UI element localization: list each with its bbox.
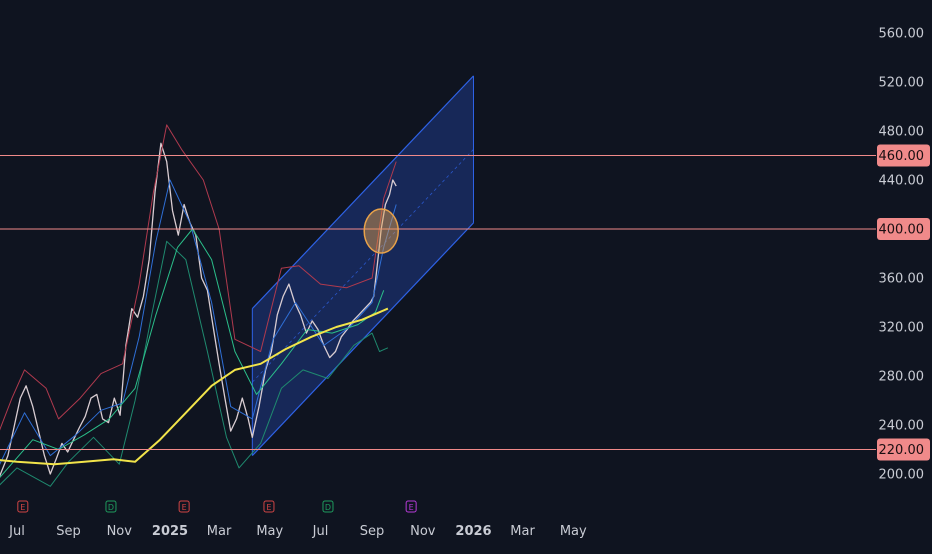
event-marker-box[interactable]: [322, 500, 334, 513]
event-marker[interactable]: E: [263, 500, 275, 513]
highlight-annotation[interactable]: [363, 208, 399, 254]
y-axis[interactable]: 200.00 240.00 280.00 320.00 360.00 400.00 440.…: [877, 27, 930, 483]
y-tick-label: 440.00: [879, 174, 925, 189]
channel-fill: [252, 75, 474, 456]
y-tick-label: 520.00: [879, 76, 925, 91]
level-badge-label: 400.00: [879, 223, 925, 238]
x-tick-label: May: [560, 524, 587, 539]
event-marker-letter: E: [266, 503, 271, 512]
event-marker[interactable]: E: [178, 500, 190, 513]
highlight-circle[interactable]: [363, 208, 399, 254]
event-marker-box[interactable]: [105, 500, 117, 513]
x-tick-label: Mar: [207, 524, 232, 539]
level-badge-label: 220.00: [879, 443, 925, 458]
series-ma-slow: [0, 307, 389, 466]
level-badge-label: 460.00: [879, 149, 925, 164]
event-marker-letter: E: [409, 503, 414, 512]
x-tick-label: 2026: [455, 524, 491, 539]
series-ma-medium: [0, 228, 385, 479]
x-tick-label: Jul: [8, 524, 25, 539]
x-tick-label: 2025: [152, 524, 188, 539]
x-tick-label: Jul: [312, 524, 329, 539]
level-badge[interactable]: [877, 144, 930, 167]
event-marker[interactable]: E: [405, 500, 417, 513]
x-tick-label: Sep: [360, 524, 385, 539]
y-tick-label: 240.00: [879, 419, 925, 434]
event-marker[interactable]: E: [17, 500, 29, 513]
x-tick-label: Mar: [510, 524, 535, 539]
series-close: [0, 142, 397, 477]
series-bollinger-lower: [0, 240, 389, 487]
event-marker-box[interactable]: [178, 500, 190, 513]
x-axis[interactable]: Jul Sep Nov 2025 Mar May Jul Sep Nov 2026 Mar May: [8, 524, 587, 539]
x-tick-label: Sep: [56, 524, 81, 539]
event-marker-letter: D: [108, 503, 114, 512]
indicator-series: [0, 124, 397, 487]
x-tick-label: Nov: [410, 524, 436, 539]
series-bollinger-upper: [0, 124, 397, 431]
event-marker-box[interactable]: [405, 500, 417, 513]
level-badge[interactable]: [877, 218, 930, 240]
channel-upper-line[interactable]: [251, 75, 474, 310]
event-marker-letter: E: [20, 503, 25, 512]
x-tick-label: May: [256, 524, 283, 539]
y-tick-label: 480.00: [879, 125, 925, 140]
series-ma-fast: [0, 179, 397, 465]
horizontal-levels[interactable]: [0, 155, 876, 450]
event-marker-letter: D: [325, 503, 331, 512]
event-marker-box[interactable]: [263, 500, 275, 513]
y-tick-label: 320.00: [879, 321, 925, 336]
y-tick-label: 280.00: [879, 370, 925, 385]
level-badge[interactable]: [877, 438, 930, 461]
y-tick-label: 560.00: [879, 27, 925, 42]
y-tick-label: 360.00: [879, 272, 925, 287]
event-marker-box[interactable]: [17, 500, 29, 513]
y-tick-label: 200.00: [879, 468, 925, 483]
event-marker[interactable]: D: [322, 500, 334, 513]
x-tick-label: Nov: [107, 524, 133, 539]
event-marker-letter: E: [182, 503, 187, 512]
event-marker[interactable]: D: [105, 500, 117, 513]
